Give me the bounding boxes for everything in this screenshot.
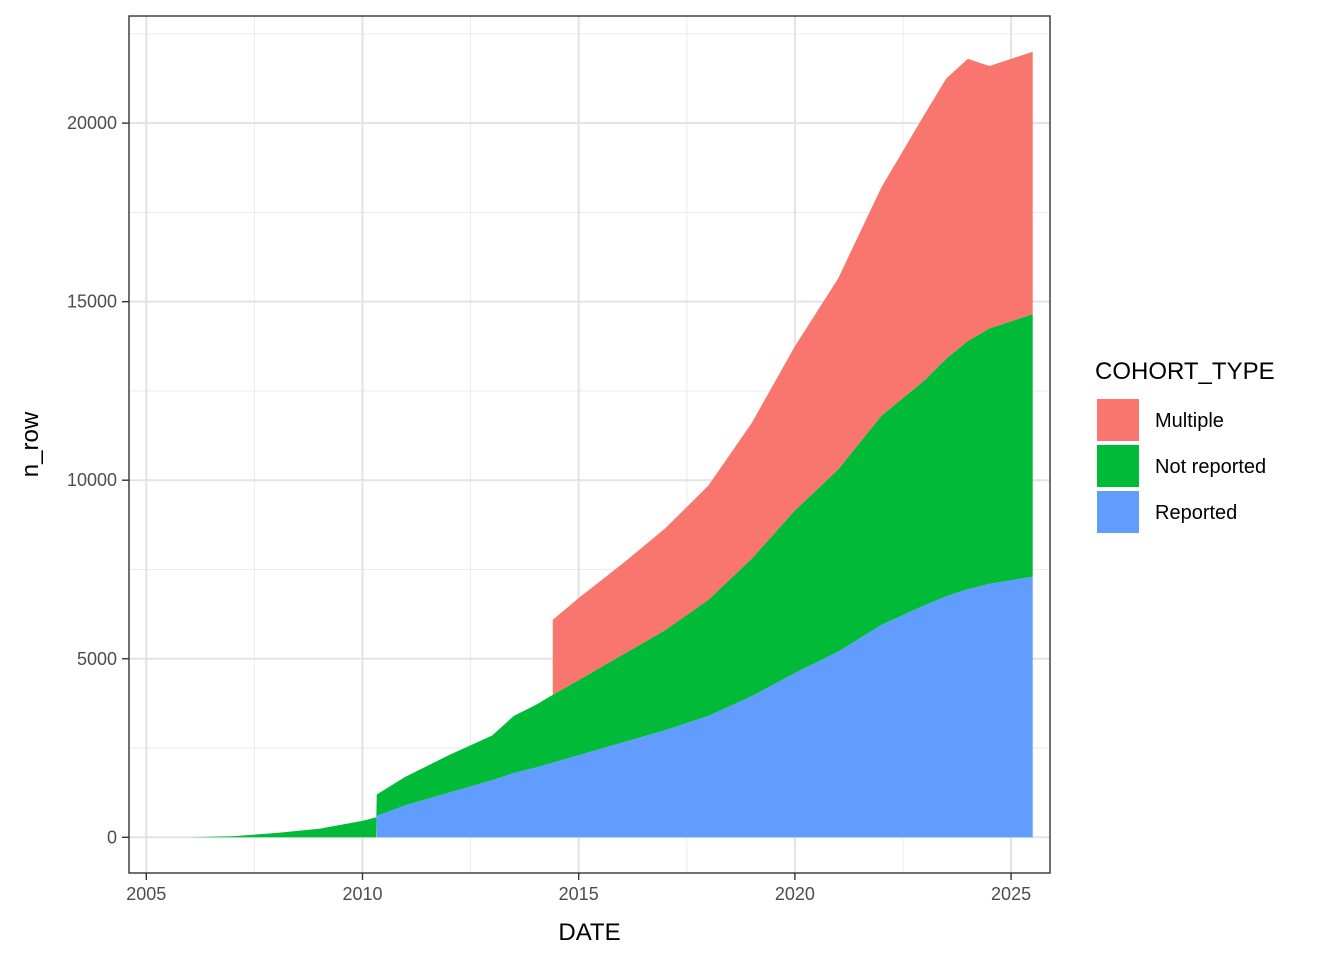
legend-label: Multiple bbox=[1155, 410, 1224, 432]
x-tick-label: 2015 bbox=[559, 884, 599, 904]
y-tick-label: 0 bbox=[107, 827, 117, 847]
legend-key-reported bbox=[1097, 491, 1139, 533]
stacked-areas bbox=[189, 51, 1033, 838]
legend-key-not-reported bbox=[1097, 445, 1139, 487]
area-reported bbox=[376, 576, 1033, 838]
x-axis-title: DATE bbox=[558, 919, 620, 946]
y-tick-label: 5000 bbox=[77, 649, 117, 669]
area-multiple bbox=[552, 51, 1033, 695]
x-tick-label: 2025 bbox=[991, 884, 1031, 904]
y-tick-label: 20000 bbox=[67, 113, 117, 133]
panel-border bbox=[128, 15, 1051, 874]
legend-label: Reported bbox=[1155, 502, 1237, 524]
legend: COHORT_TYPE Multiple Not reported Reported bbox=[1095, 358, 1275, 533]
y-tick-label: 10000 bbox=[67, 470, 117, 490]
x-axis-ticks: 2005 2010 2015 2020 2025 bbox=[126, 873, 1031, 904]
x-tick-label: 2020 bbox=[775, 884, 815, 904]
x-tick-label: 2005 bbox=[126, 884, 166, 904]
y-axis-ticks: 0 5000 10000 15000 20000 bbox=[67, 113, 129, 847]
x-tick-label: 2010 bbox=[342, 884, 382, 904]
y-tick-label: 15000 bbox=[67, 292, 117, 312]
y-axis-title: n_row bbox=[17, 411, 44, 477]
area-not-reported bbox=[189, 314, 1033, 838]
legend-label: Not reported bbox=[1155, 456, 1266, 478]
legend-key-multiple bbox=[1097, 399, 1139, 441]
legend-title: COHORT_TYPE bbox=[1095, 358, 1275, 385]
